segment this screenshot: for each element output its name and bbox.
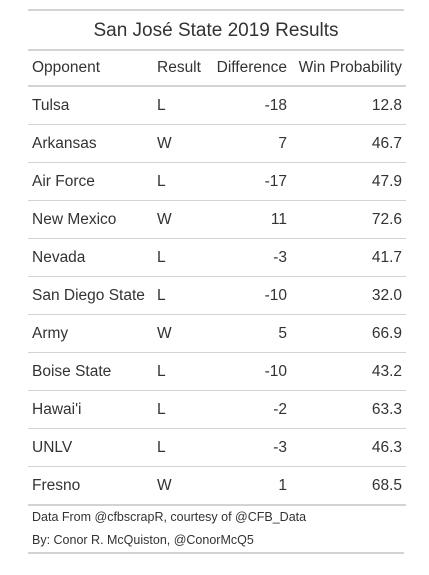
cell-win-probability: 41.7 (287, 238, 406, 277)
cell-win-probability: 66.9 (287, 314, 406, 353)
cell-win-probability: 72.6 (287, 200, 406, 239)
cell-result: L (155, 276, 209, 315)
cell-win-probability: 46.7 (287, 124, 406, 163)
cell-difference: -3 (209, 428, 287, 467)
cell-opponent: Nevada (28, 238, 155, 277)
author-note: By: Conor R. McQuiston, @ConorMcQ5 (32, 533, 254, 547)
column-header-opponent: Opponent (28, 51, 155, 87)
cell-difference: -17 (209, 162, 287, 201)
table-row: Arkansas W 7 46.7 (28, 124, 406, 163)
cell-result: W (155, 124, 209, 163)
table-row: New Mexico W 11 72.6 (28, 200, 406, 239)
table-row: Boise State L -10 43.2 (28, 352, 406, 391)
cell-opponent: New Mexico (28, 200, 155, 239)
cell-win-probability: 63.3 (287, 390, 406, 429)
source-note: Data From @cfbscrapR, courtesy of @CFB_D… (32, 510, 307, 524)
cell-result: L (155, 352, 209, 391)
cell-win-probability: 43.2 (287, 352, 406, 391)
cell-opponent: Fresno (28, 466, 155, 506)
header-row: Opponent Result Difference Win Probabili… (28, 51, 406, 87)
table-row: UNLV L -3 46.3 (28, 428, 406, 467)
table-title: San José State 2019 Results (28, 11, 404, 51)
table-row: Tulsa L -18 12.8 (28, 86, 406, 125)
cell-opponent: Arkansas (28, 124, 155, 163)
table-row: San Diego State L -10 32.0 (28, 276, 406, 315)
cell-difference: 7 (209, 124, 287, 163)
cell-win-probability: 12.8 (287, 86, 406, 125)
cell-result: L (155, 428, 209, 467)
cell-opponent: Boise State (28, 352, 155, 391)
table-row: Nevada L -3 41.7 (28, 238, 406, 277)
cell-opponent: Hawai'i (28, 390, 155, 429)
cell-difference: -3 (209, 238, 287, 277)
table-row: Air Force L -17 47.9 (28, 162, 406, 201)
source-notes: Data From @cfbscrapR, courtesy of @CFB_D… (28, 506, 404, 552)
cell-result: L (155, 162, 209, 201)
cell-difference: 11 (209, 200, 287, 239)
cell-opponent: Tulsa (28, 86, 155, 125)
cell-win-probability: 46.3 (287, 428, 406, 467)
column-header-difference: Difference (209, 51, 287, 87)
results-table: Opponent Result Difference Win Probabili… (28, 51, 406, 506)
column-header-win-probability: Win Probability (287, 51, 406, 87)
cell-result: L (155, 238, 209, 277)
table-row: Fresno W 1 68.5 (28, 466, 406, 506)
cell-result: W (155, 200, 209, 239)
table-header: Opponent Result Difference Win Probabili… (28, 51, 406, 87)
results-table-container: San José State 2019 Results Opponent Res… (28, 9, 406, 554)
cell-opponent: UNLV (28, 428, 155, 467)
cell-result: L (155, 86, 209, 125)
cell-opponent: San Diego State (28, 276, 155, 315)
table-row: Army W 5 66.9 (28, 314, 406, 353)
cell-difference: -10 (209, 352, 287, 391)
top-rule (28, 9, 404, 11)
cell-win-probability: 47.9 (287, 162, 406, 201)
cell-win-probability: 32.0 (287, 276, 406, 315)
cell-difference: -18 (209, 86, 287, 125)
cell-difference: 1 (209, 466, 287, 506)
cell-opponent: Air Force (28, 162, 155, 201)
cell-win-probability: 68.5 (287, 466, 406, 506)
column-header-result: Result (155, 51, 209, 87)
cell-result: L (155, 390, 209, 429)
cell-difference: 5 (209, 314, 287, 353)
cell-difference: -2 (209, 390, 287, 429)
cell-result: W (155, 466, 209, 506)
cell-opponent: Army (28, 314, 155, 353)
table-row: Hawai'i L -2 63.3 (28, 390, 406, 429)
cell-difference: -10 (209, 276, 287, 315)
table-body: Tulsa L -18 12.8 Arkansas W 7 46.7 Air F… (28, 86, 406, 506)
cell-result: W (155, 314, 209, 353)
bottom-rule (28, 552, 404, 554)
